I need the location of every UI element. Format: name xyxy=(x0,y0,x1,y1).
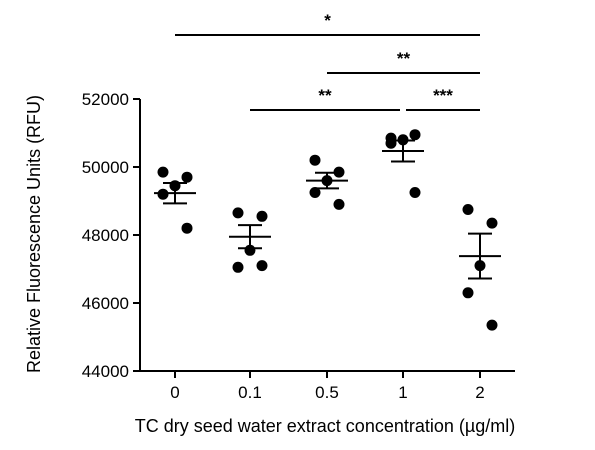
data-point xyxy=(409,187,421,198)
x-tick-label: 0.1 xyxy=(238,383,262,402)
data-point xyxy=(333,198,345,210)
y-tick-label: 52000 xyxy=(82,90,129,109)
y-tick-label: 44000 xyxy=(82,362,129,381)
data-point xyxy=(181,222,193,234)
data-point xyxy=(232,207,244,219)
group-1 xyxy=(382,129,424,198)
x-tick-label: 1 xyxy=(398,383,407,402)
data-groups xyxy=(154,129,501,331)
data-point xyxy=(256,260,268,272)
data-point xyxy=(157,188,169,200)
significance-label: * xyxy=(324,11,331,30)
data-point xyxy=(409,129,421,141)
x-tick-label: 0 xyxy=(170,383,179,402)
y-tick-label: 46000 xyxy=(82,294,129,313)
data-point xyxy=(462,204,474,215)
x-axis-label: TC dry seed water extract concentration … xyxy=(135,416,516,436)
group-0.1 xyxy=(229,207,271,273)
x-axis-ticks: 0 0.1 0.5 1 2 xyxy=(170,371,485,402)
data-point xyxy=(157,166,169,178)
x-tick-label: 0.5 xyxy=(315,383,339,402)
data-point xyxy=(181,171,193,183)
group-2 xyxy=(459,204,501,331)
data-point xyxy=(486,319,498,331)
y-tick-label: 48000 xyxy=(82,226,129,245)
data-point xyxy=(256,210,268,222)
significance-label: ** xyxy=(397,49,411,68)
group-0 xyxy=(154,166,196,234)
y-axis-label: Relative Fluorescence Units (RFU) xyxy=(24,95,44,373)
group-0.5 xyxy=(306,154,348,210)
y-tick-label: 50000 xyxy=(82,158,129,177)
significance-label: ** xyxy=(318,86,332,105)
significance-annotations: ***** *** xyxy=(175,11,480,111)
x-tick-label: 2 xyxy=(475,383,484,402)
data-point xyxy=(232,261,244,273)
data-point xyxy=(309,154,321,166)
data-point xyxy=(309,187,321,198)
data-point xyxy=(462,287,474,299)
significance-label: *** xyxy=(433,86,453,105)
y-axis-ticks: 44000 46000 48000 50000 52000 xyxy=(82,90,140,381)
data-point xyxy=(385,137,397,149)
data-point xyxy=(486,217,498,229)
